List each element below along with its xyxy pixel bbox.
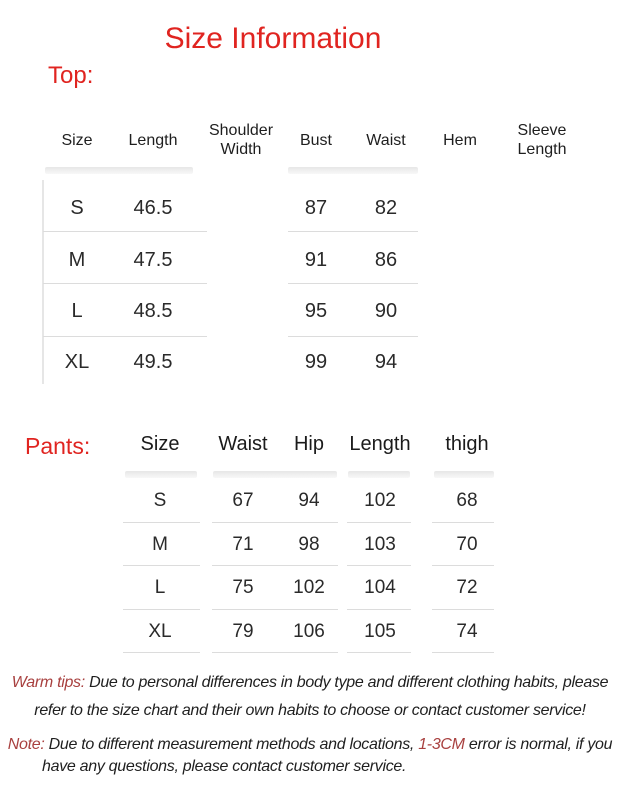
table-cell: 91 (304, 249, 328, 271)
top-table-row-divider (43, 231, 207, 232)
table-cell: XL (64, 351, 90, 373)
table-cell: XL (148, 621, 172, 642)
warm-tips-line1: Warm tips: Due to personal differences i… (0, 674, 620, 692)
note-highlight: 1-3CM (418, 736, 465, 753)
table-cell: M (68, 249, 86, 271)
table-cell: S (153, 490, 167, 511)
top-column-header-length: Length (128, 131, 178, 149)
table-cell: 102 (293, 577, 325, 598)
top-column-header-sleeve: Sleeve Length (517, 122, 567, 158)
top-column-header-hem: Hem (443, 131, 477, 149)
table-cell: M (152, 534, 168, 555)
note-line2: have any questions, please contact custo… (42, 758, 407, 775)
table-cell: 90 (374, 300, 398, 322)
table-cell: 105 (364, 621, 396, 642)
top-column-header-bust: Bust (299, 131, 332, 149)
table-cell: 49.5 (133, 351, 173, 373)
pants-table-row-divider (347, 609, 411, 610)
top-table-left-border (42, 180, 44, 384)
page-title: Size Information (164, 22, 382, 55)
top-table-row-divider (43, 283, 207, 284)
table-cell: 87 (304, 197, 328, 219)
pants-column-header-hip: Hip (293, 433, 324, 455)
table-cell: 86 (374, 249, 398, 271)
table-cell: 74 (456, 621, 478, 642)
note-text1: Due to different measurement methods and… (44, 736, 419, 753)
table-cell: 82 (374, 197, 398, 219)
top-section-label: Top: (48, 62, 94, 89)
warm-tips-label: Warm tips: (11, 674, 85, 691)
pants-table-row-divider (212, 522, 338, 523)
top-column-header-size: Size (61, 131, 93, 149)
pants-table-row-divider (212, 609, 338, 610)
table-cell: 70 (456, 534, 478, 555)
pants-table-row-divider (432, 652, 494, 653)
pants-column-header-waist: Waist (218, 433, 268, 455)
top-column-header-waist: Waist (366, 131, 406, 149)
pants-table-header-rule (125, 471, 197, 478)
pants-table-row-divider (432, 522, 494, 523)
top-column-header-shoulder: Shoulder Width (208, 122, 274, 158)
pants-table-row-divider (123, 522, 200, 523)
table-cell: 72 (456, 577, 478, 598)
table-cell: 102 (364, 490, 396, 511)
pants-table-row-divider (432, 565, 494, 566)
pants-table-header-rule (213, 471, 337, 478)
table-cell: 95 (304, 300, 328, 322)
warm-tips-line2: refer to the size chart and their own ha… (34, 702, 586, 719)
table-cell: 94 (298, 490, 320, 511)
table-cell: 75 (232, 577, 254, 598)
pants-column-header-thigh: thigh (445, 433, 489, 455)
pants-section-label: Pants: (25, 433, 91, 459)
pants-table-row-divider (123, 652, 200, 653)
table-cell: 79 (232, 621, 254, 642)
top-table-row-divider (288, 283, 418, 284)
table-cell: 99 (304, 351, 328, 373)
table-cell: L (154, 577, 166, 598)
warm-tips-text1: Due to personal differences in body type… (84, 674, 609, 691)
top-table-header-rule-left (45, 167, 193, 174)
table-cell: 68 (456, 490, 478, 511)
table-cell: 103 (364, 534, 396, 555)
table-cell: 48.5 (133, 300, 173, 322)
pants-table-row-divider (123, 565, 200, 566)
note-line1: Note: Due to different measurement metho… (0, 736, 620, 754)
table-cell: S (70, 197, 84, 219)
table-cell: 94 (374, 351, 398, 373)
table-cell: 106 (293, 621, 325, 642)
table-cell: 47.5 (133, 249, 173, 271)
top-table-row-divider (288, 336, 418, 337)
top-table-row-divider (288, 231, 418, 232)
pants-table-row-divider (347, 652, 411, 653)
table-cell: 98 (298, 534, 320, 555)
pants-table-row-divider (347, 565, 411, 566)
pants-table-row-divider (212, 652, 338, 653)
table-cell: L (71, 300, 83, 322)
table-cell: 67 (232, 490, 254, 511)
pants-table-row-divider (123, 609, 200, 610)
pants-table-row-divider (347, 522, 411, 523)
table-cell: 104 (364, 577, 396, 598)
note-text2: error is normal, if you (464, 736, 613, 753)
pants-table-header-rule (434, 471, 494, 478)
table-cell: 71 (232, 534, 254, 555)
note-label: Note: (7, 736, 45, 753)
table-cell: 46.5 (133, 197, 173, 219)
pants-table-row-divider (212, 565, 338, 566)
pants-table-row-divider (432, 609, 494, 610)
pants-column-header-length: Length (349, 433, 411, 455)
top-table-header-rule-right (288, 167, 418, 174)
top-table-row-divider (43, 336, 207, 337)
pants-column-header-size: Size (140, 433, 180, 455)
pants-table-header-rule (348, 471, 410, 478)
